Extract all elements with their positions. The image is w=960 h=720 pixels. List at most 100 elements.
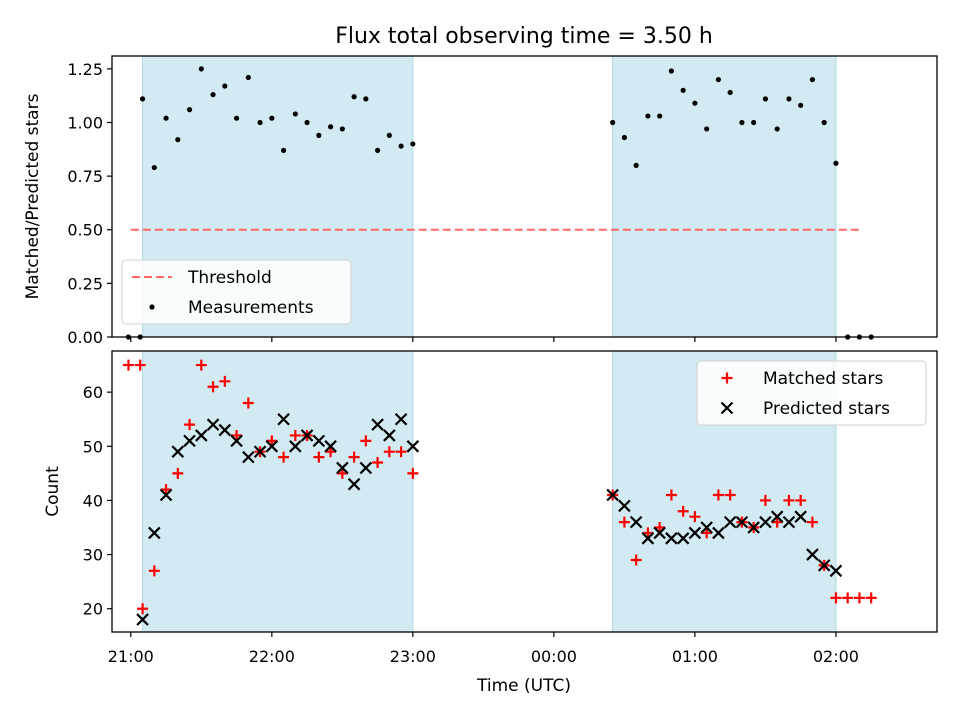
measurement-point <box>151 164 157 171</box>
measurement-point <box>610 119 616 126</box>
predicted-star-point <box>195 429 208 442</box>
predicted-star-point <box>242 450 255 464</box>
predicted-star-point <box>653 526 666 540</box>
predicted-star-point <box>712 526 725 540</box>
measurement-point <box>210 92 216 98</box>
matched-star-point <box>348 451 360 463</box>
predicted-star-point <box>383 429 396 442</box>
matched-star-point <box>712 489 724 501</box>
x-tick-label: 22:00 <box>249 647 295 666</box>
measurement-point <box>186 107 193 113</box>
measurement-point <box>786 96 792 102</box>
matched-star-point <box>148 565 160 577</box>
matched-star-point <box>160 484 172 496</box>
y-tick-label: 0.50 <box>67 221 103 240</box>
measurement-point <box>410 141 416 147</box>
predicted-star-point <box>806 548 819 561</box>
y-axis-label: Matched/Predicted stars <box>23 93 43 299</box>
measurement-point <box>621 134 627 141</box>
count-panel: 20 30 40 50 60 Count 21:00 22:00 23:00 00:00 01:00… <box>43 350 938 666</box>
matched-star-point <box>360 435 372 447</box>
predicted-star-point <box>206 418 220 431</box>
measurement-point <box>833 160 839 166</box>
predicted-star-point <box>817 559 831 572</box>
predicted-star-point <box>770 510 784 523</box>
observing-interval-shade <box>142 350 414 633</box>
predicted-star-point <box>641 532 655 545</box>
y-tick-label: 60 <box>83 383 103 402</box>
matched-star-point <box>689 511 701 523</box>
measurement-point <box>363 96 369 102</box>
predicted-star-point <box>148 526 161 540</box>
y-tick-label: 30 <box>83 546 103 565</box>
measurement-point <box>304 119 310 126</box>
measurement-point <box>821 119 827 126</box>
predicted-star-point <box>665 532 678 545</box>
matched-star-point <box>242 397 254 409</box>
matched-star-point <box>701 527 713 539</box>
measurement-point <box>198 66 204 72</box>
y-tick-label: 50 <box>83 437 103 456</box>
measurement-point <box>809 76 816 83</box>
measurement-point <box>704 126 710 132</box>
measurement-point <box>668 68 675 74</box>
predicted-star-point <box>782 515 796 529</box>
measurement-point <box>798 102 804 108</box>
matched-star-point <box>795 494 807 506</box>
predicted-star-point <box>136 613 149 626</box>
y-tick-label: 0.00 <box>67 328 103 347</box>
measurement-point <box>398 143 404 149</box>
predicted-star-point <box>606 488 619 502</box>
y-tick-label: 0.75 <box>67 167 103 186</box>
measurement-point <box>222 83 228 89</box>
legend-box <box>121 259 352 325</box>
predicted-star-point <box>794 510 807 523</box>
measurement-point <box>762 96 769 102</box>
matched-star-point <box>207 381 219 393</box>
legend-label: Predicted stars <box>763 399 890 419</box>
measurement-point <box>280 147 287 153</box>
measurement-point <box>715 76 722 83</box>
predicted-star-point <box>359 461 373 475</box>
matched-star-point <box>407 467 419 479</box>
legend-swatch-measurements <box>149 304 155 310</box>
predicted-star-point <box>312 434 326 448</box>
x-tick-label: 01:00 <box>672 647 718 666</box>
predicted-star-point <box>723 515 737 529</box>
measurement-point <box>751 119 757 126</box>
chart-title: Flux total observing time = 3.50 h <box>335 24 713 49</box>
axes-frame <box>111 350 938 633</box>
matched-star-point <box>642 527 654 539</box>
matched-star-point <box>313 451 325 463</box>
predicted-star-point <box>618 499 631 513</box>
matched-star-point <box>853 592 865 604</box>
predicted-star-point <box>747 521 760 534</box>
measurement-point <box>680 87 686 93</box>
matched-star-point <box>759 494 771 506</box>
measurement-point <box>339 126 345 132</box>
y-tick-label: 1.00 <box>67 113 103 132</box>
measurement-point <box>351 94 357 100</box>
measurement-point <box>645 113 651 119</box>
matched-star-point <box>830 592 842 604</box>
ratio-panel: 0.00 0.25 0.50 0.75 1.00 1.25 Matched/Predicte… <box>23 55 938 347</box>
measurement-point <box>633 162 639 168</box>
predicted-star-point <box>759 515 772 529</box>
predicted-star-point <box>394 412 408 426</box>
measurement-point <box>386 132 392 138</box>
axes-frame <box>111 55 938 338</box>
measurement-point <box>316 132 322 138</box>
measurement-point <box>163 115 169 121</box>
x-tick-label: 00:00 <box>531 647 577 666</box>
y-tick-label: 40 <box>83 491 103 510</box>
y-axis-label: Count <box>43 466 63 517</box>
x-tick-label: 02:00 <box>813 647 859 666</box>
matched-star-point <box>134 359 146 371</box>
matched-star-point <box>865 592 877 604</box>
legend-label: Matched stars <box>763 369 883 389</box>
matched-star-point <box>266 435 278 447</box>
matched-star-point <box>771 516 783 528</box>
predicted-star-point <box>829 564 843 578</box>
measurement-point <box>292 111 298 117</box>
predicted-star-point <box>218 423 232 437</box>
